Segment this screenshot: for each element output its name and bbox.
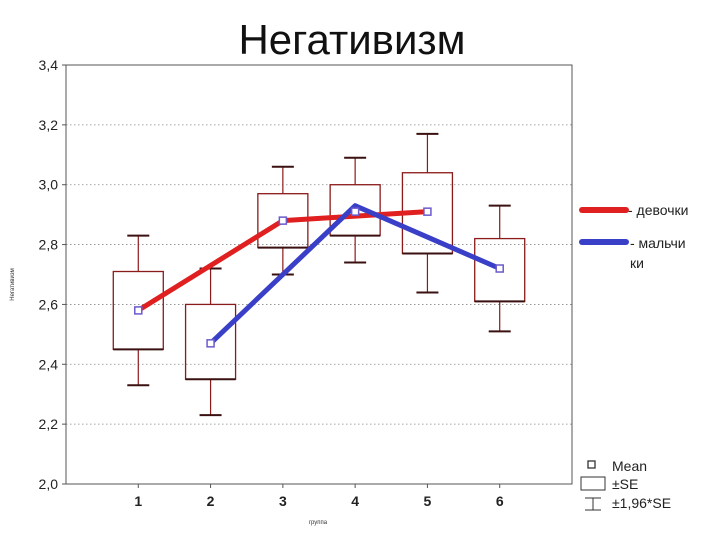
box-group-6 xyxy=(474,204,526,333)
box-group-4 xyxy=(329,156,381,264)
mean-marker-1 xyxy=(134,306,143,315)
boxes-layer xyxy=(112,132,526,417)
x-tick-label: 2 xyxy=(207,493,215,509)
legend-label-se: ±SE xyxy=(612,476,638,492)
x-tick-label: 1 xyxy=(134,493,142,509)
y-tick-label: 3,2 xyxy=(39,117,59,133)
legend-label-boys-line1: - мальчи xyxy=(630,235,686,251)
mean-marker-4 xyxy=(350,207,360,216)
legend: - девочки - мальчи ки Mean ±SE ±1,96*SE xyxy=(579,202,689,511)
y-axis-label: Негативизм xyxy=(10,268,16,300)
legend-mean-marker xyxy=(587,460,596,469)
mean-markers-layer xyxy=(134,207,504,348)
mean-marker-3 xyxy=(278,216,288,225)
series-line-boys xyxy=(208,203,503,346)
y-tick-label: 3,0 xyxy=(39,177,59,193)
page-title: Негативизм xyxy=(238,16,466,63)
x-tick-label: 6 xyxy=(496,493,504,509)
y-tick-label: 2,2 xyxy=(39,416,59,432)
y-tick-label: 2,4 xyxy=(39,356,59,372)
legend-label-boys: - мальчи ки xyxy=(630,235,686,271)
y-tick-label: 2,6 xyxy=(39,296,59,312)
grid-layer xyxy=(66,124,572,425)
x-axis-label: группа xyxy=(309,520,328,526)
x-axis-ticks: 1 2 3 4 5 6 xyxy=(134,484,504,509)
y-axis-ticks: 2,0 2,2 2,4 2,6 2,8 3,0 3,2 3,4 xyxy=(39,57,66,492)
x-tick-label: 5 xyxy=(424,493,432,509)
mean-marker-5 xyxy=(423,207,432,216)
y-tick-label: 2,0 xyxy=(39,476,59,492)
mean-marker-6 xyxy=(495,264,504,273)
mean-marker-2 xyxy=(206,339,215,348)
plot-frame xyxy=(65,64,573,485)
legend-se-box xyxy=(580,476,606,491)
y-tick-label: 2,8 xyxy=(39,237,59,253)
legend-label-mean: Mean xyxy=(612,458,647,474)
legend-label-ci: ±1,96*SE xyxy=(612,495,671,511)
series-layer xyxy=(135,203,503,346)
legend-label-girls: - девочки xyxy=(628,202,689,218)
x-tick-label: 4 xyxy=(351,493,359,509)
legend-label-boys-line2: ки xyxy=(630,255,644,271)
box-group-1 xyxy=(112,234,164,387)
x-tick-label: 3 xyxy=(279,493,287,509)
y-tick-label: 3,4 xyxy=(39,57,59,73)
